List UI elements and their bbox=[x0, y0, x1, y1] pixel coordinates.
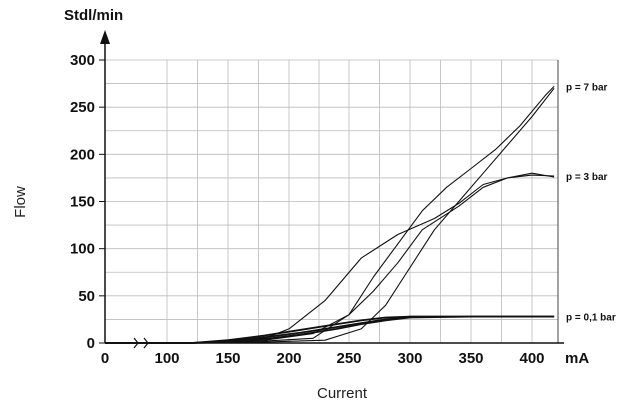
x-axis-unit: mA bbox=[565, 350, 589, 367]
x-tick-label: 150 bbox=[215, 350, 240, 367]
x-tick-label: 100 bbox=[154, 350, 179, 367]
series-label: p = 7 bar bbox=[566, 82, 608, 93]
series-label: p = 3 bar bbox=[566, 172, 608, 183]
y-tick-label: 0 bbox=[87, 335, 95, 352]
x-tick-label: 0 bbox=[101, 350, 109, 367]
x-axis-label: Current bbox=[317, 385, 368, 402]
series-line bbox=[105, 315, 555, 344]
series-labels: p = 7 bar p = 3 bar p = 0,1 bar bbox=[566, 82, 616, 323]
grid bbox=[105, 59, 559, 343]
series-line bbox=[105, 86, 555, 344]
series-line bbox=[105, 174, 555, 344]
y-tick-label: 300 bbox=[70, 52, 95, 69]
x-tick-label: 300 bbox=[397, 350, 422, 367]
series-line bbox=[105, 87, 555, 344]
y-axis-label: Flow bbox=[12, 186, 29, 218]
y-tick-label: 50 bbox=[78, 288, 95, 305]
y-tick-label: 100 bbox=[70, 241, 95, 258]
y-tick-label: 150 bbox=[70, 194, 95, 211]
y-axis-unit: Stdl/min bbox=[64, 7, 123, 24]
x-tick-label: 250 bbox=[336, 350, 361, 367]
series-label: p = 0,1 bar bbox=[566, 313, 616, 324]
x-tick-label: 400 bbox=[519, 350, 544, 367]
series-lines bbox=[105, 86, 555, 344]
x-tick-label: 350 bbox=[458, 350, 483, 367]
y-tick-label: 250 bbox=[70, 99, 95, 116]
series-line bbox=[105, 172, 555, 344]
y-tick-label: 200 bbox=[70, 146, 95, 163]
tick-labels: 0 50 100 150 200 250 300 0 100 150 200 250 300 350 400 bbox=[70, 52, 545, 367]
y-axis-arrow bbox=[100, 30, 110, 44]
x-tick-label: 200 bbox=[276, 350, 301, 367]
axes bbox=[99, 30, 564, 349]
